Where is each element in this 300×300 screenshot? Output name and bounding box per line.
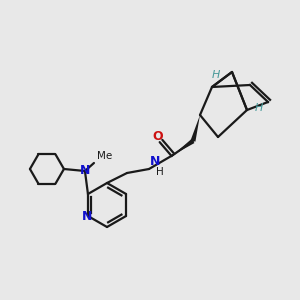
Text: N: N — [82, 209, 92, 223]
Text: H: H — [255, 103, 263, 113]
Polygon shape — [173, 139, 194, 155]
Text: H: H — [212, 70, 220, 80]
Polygon shape — [190, 115, 200, 142]
Text: H: H — [156, 167, 164, 177]
Text: N: N — [150, 155, 160, 168]
Text: Me: Me — [97, 151, 112, 161]
Text: N: N — [80, 164, 90, 178]
Text: O: O — [153, 130, 163, 143]
